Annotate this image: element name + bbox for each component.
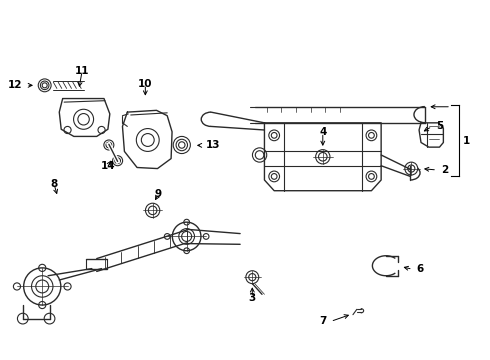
Circle shape	[146, 203, 160, 217]
Text: 13: 13	[206, 140, 220, 150]
Circle shape	[98, 126, 105, 134]
Circle shape	[31, 276, 53, 297]
Text: 10: 10	[138, 79, 152, 89]
Circle shape	[136, 129, 159, 152]
Circle shape	[172, 222, 201, 251]
Circle shape	[246, 271, 259, 284]
Circle shape	[252, 148, 267, 162]
Text: 11: 11	[75, 66, 89, 76]
Circle shape	[269, 130, 279, 141]
Text: 1: 1	[463, 136, 470, 146]
Text: 8: 8	[50, 179, 57, 189]
Text: 2: 2	[441, 165, 448, 175]
Text: 9: 9	[155, 189, 162, 199]
Circle shape	[64, 126, 71, 134]
Text: 14: 14	[100, 161, 115, 171]
Circle shape	[113, 156, 122, 166]
Text: 6: 6	[416, 264, 424, 274]
Text: 5: 5	[436, 121, 443, 131]
Text: 7: 7	[319, 316, 327, 327]
Circle shape	[38, 79, 51, 92]
Circle shape	[104, 140, 114, 150]
Circle shape	[269, 171, 279, 182]
Circle shape	[366, 130, 377, 141]
Circle shape	[24, 268, 61, 305]
Text: 3: 3	[248, 293, 256, 303]
Circle shape	[405, 162, 417, 175]
Text: 4: 4	[319, 127, 326, 138]
Circle shape	[74, 109, 94, 129]
Circle shape	[179, 229, 195, 244]
Circle shape	[366, 171, 377, 182]
Text: 12: 12	[8, 80, 22, 90]
Circle shape	[173, 136, 190, 154]
Circle shape	[316, 150, 330, 164]
